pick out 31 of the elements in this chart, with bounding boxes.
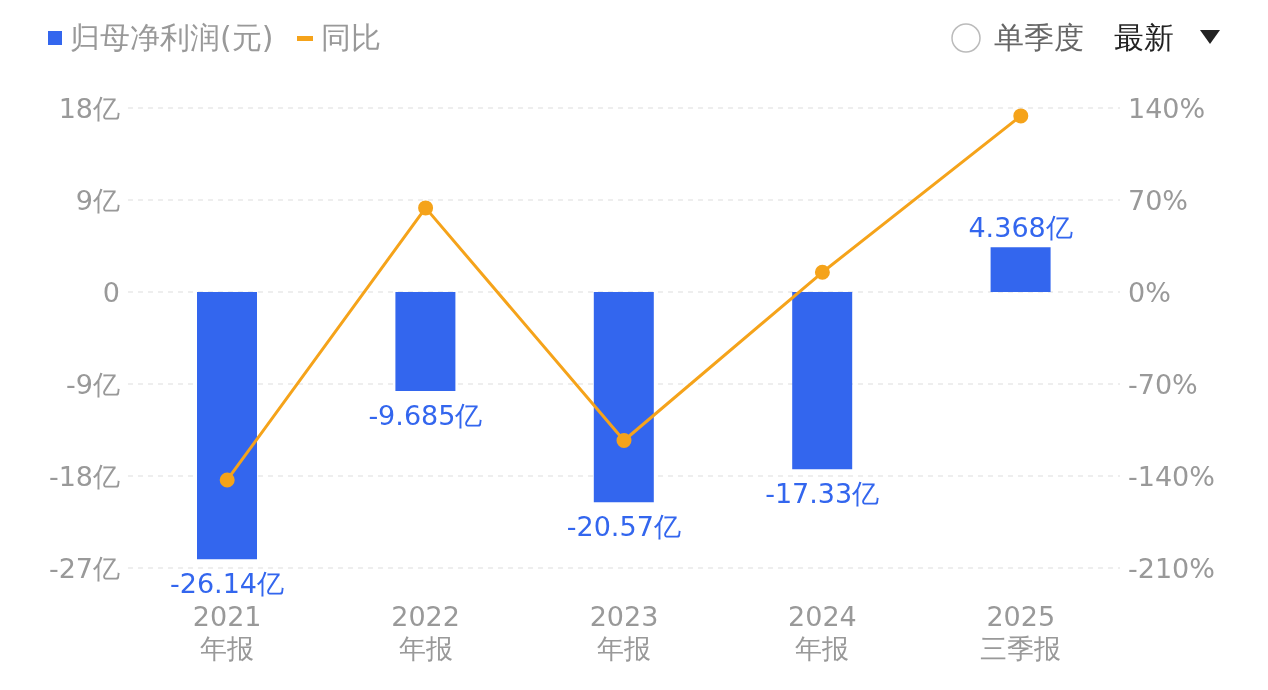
data-label: -9.685亿 xyxy=(368,400,483,431)
y-tick-label: -18亿 xyxy=(48,460,120,492)
data-label: 4.368亿 xyxy=(968,212,1073,244)
legend-label: 归母净利润(元) xyxy=(70,18,274,57)
point xyxy=(1013,108,1029,124)
text: 单季度 xyxy=(994,18,1084,57)
point xyxy=(616,433,632,449)
y-tick-label: -27亿 xyxy=(48,552,120,584)
point xyxy=(814,264,830,280)
y2-tick-label: -140% xyxy=(1128,460,1215,492)
x-tick-label: 2023 年报 xyxy=(589,601,659,664)
y-tick-label: 9亿 xyxy=(75,184,120,216)
y2-tick-label: -70% xyxy=(1128,368,1198,400)
y2-tick-label: 70% xyxy=(1128,184,1189,216)
y2-tick-label: 0% xyxy=(1128,276,1171,308)
text: 最新 xyxy=(1114,18,1174,57)
y2-tick-label: -210% xyxy=(1128,552,1215,584)
x-tick-label: 2021 年报 xyxy=(192,601,262,664)
point xyxy=(418,200,434,216)
y-tick-label: 0 xyxy=(102,276,120,308)
x-tick-label: 2025 三季报 xyxy=(980,601,1062,664)
legend-label: 同比 xyxy=(321,18,382,57)
y-tick-label: -9亿 xyxy=(66,368,120,400)
x-tick-label: 2022 年报 xyxy=(391,601,460,664)
data-label: -20.57亿 xyxy=(566,511,681,543)
data-label: -17.33亿 xyxy=(765,478,880,510)
y2-tick-label: 140% xyxy=(1128,92,1206,124)
y-tick-label: 18亿 xyxy=(58,92,120,124)
x-tick-label: 2024 年报 xyxy=(788,601,857,664)
data-label: -26.14亿 xyxy=(169,568,285,600)
point xyxy=(219,472,235,488)
